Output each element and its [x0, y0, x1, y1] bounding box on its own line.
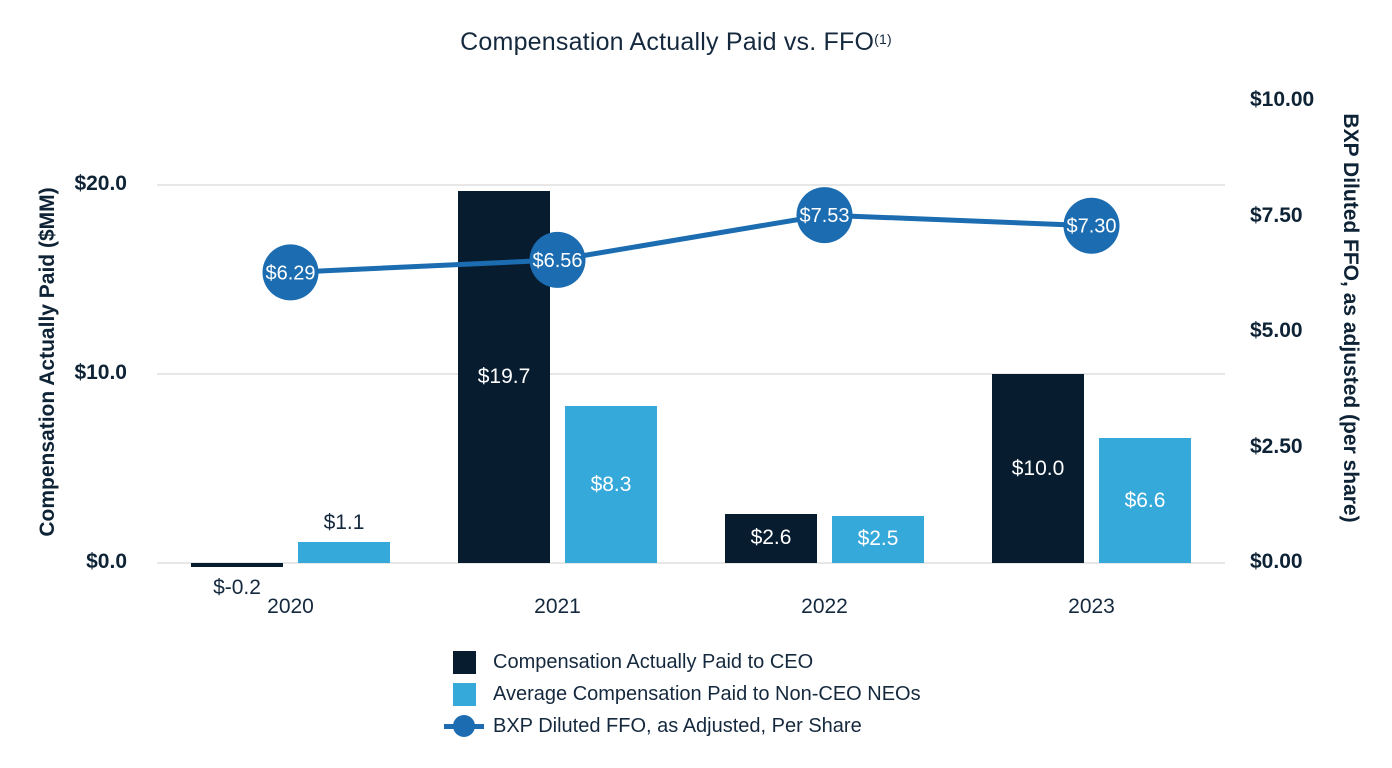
- x-axis-label-2021: 2021: [534, 595, 581, 618]
- x-axis-label-2023: 2023: [1068, 595, 1115, 618]
- bar-label-neo-2023: $6.6: [1124, 488, 1166, 512]
- legend-swatch-ffo-line-marker: [444, 714, 484, 738]
- legend-item-ceo: Compensation Actually Paid to CEO: [444, 646, 921, 678]
- bar-label-neo-2022: $2.5: [857, 527, 899, 551]
- bar-label-ceo-2022: $2.6: [750, 526, 792, 550]
- chart-title-footnote-superscript: (1): [874, 31, 892, 47]
- bar-neo-2022: [832, 515, 924, 563]
- legend-label-neo: Average Compensation Paid to Non-CEO NEO…: [493, 682, 921, 705]
- bar-ceo-2022: [725, 513, 817, 563]
- bar-label-ceo-2020: $-0.2: [213, 575, 261, 599]
- right-axis-title: BXP Diluted FFO, as adjusted (per share): [1339, 113, 1362, 523]
- right-axis-tick-$0.00: $0.00: [1250, 550, 1303, 573]
- chart-legend: Compensation Actually Paid to CEO Averag…: [444, 646, 921, 742]
- legend-swatch-ceo-square: [452, 650, 476, 674]
- chart-title: Compensation Actually Paid vs. FFO(1): [460, 28, 892, 57]
- left-axis-tick-$0.0: $0.0: [86, 550, 127, 573]
- bar-label-ceo-2023: $10.0: [1011, 456, 1065, 480]
- left-axis-tick-$20.0: $20.0: [74, 172, 127, 195]
- bar-ceo-2023: [992, 374, 1084, 563]
- gridline-$10.0: [157, 373, 1225, 375]
- ffo-line: [290, 212, 1092, 275]
- legend-swatch-neo-square: [452, 682, 476, 706]
- marker-label-2022: $7.53: [799, 205, 849, 227]
- gridline-$20.0: [157, 184, 1225, 186]
- bar-label-neo-2021: $8.3: [590, 472, 632, 496]
- marker-label-2020: $6.29: [265, 262, 315, 284]
- legend-item-ffo: BXP Diluted FFO, as Adjusted, Per Share: [444, 710, 921, 742]
- legend-label-ceo: Compensation Actually Paid to CEO: [493, 650, 814, 673]
- left-axis-tick-$10.0: $10.0: [74, 361, 127, 384]
- right-axis-tick-$7.50: $7.50: [1250, 203, 1303, 227]
- gridline-$0.0: [157, 562, 1225, 564]
- legend-label-ffo: BXP Diluted FFO, as Adjusted, Per Share: [493, 714, 862, 737]
- right-axis-tick-$2.50: $2.50: [1250, 434, 1303, 458]
- chart-title-text: Compensation Actually Paid vs. FFO: [460, 28, 875, 56]
- legend-item-neo: Average Compensation Paid to Non-CEO NEO…: [444, 678, 921, 710]
- right-axis-tick-$5.00: $5.00: [1250, 319, 1303, 342]
- line-marker-2020: [262, 244, 319, 301]
- right-axis-tick-$10.00: $10.00: [1250, 88, 1315, 111]
- marker-label-2023: $7.30: [1066, 216, 1116, 238]
- bar-neo-2020: [298, 542, 390, 563]
- x-axis-label-2022: 2022: [801, 595, 848, 618]
- bar-label-ceo-2021: $19.7: [477, 364, 531, 388]
- bar-neo-2021: [565, 406, 657, 563]
- bar-neo-2023: [1099, 438, 1191, 563]
- legend-dot-icon: [453, 715, 475, 737]
- bar-ceo-2020: [191, 563, 283, 567]
- line-marker-2023: [1063, 197, 1120, 254]
- x-axis-label-2020: 2020: [267, 595, 314, 618]
- line-marker-2022: [796, 187, 853, 244]
- bar-label-neo-2020: $1.1: [323, 511, 365, 535]
